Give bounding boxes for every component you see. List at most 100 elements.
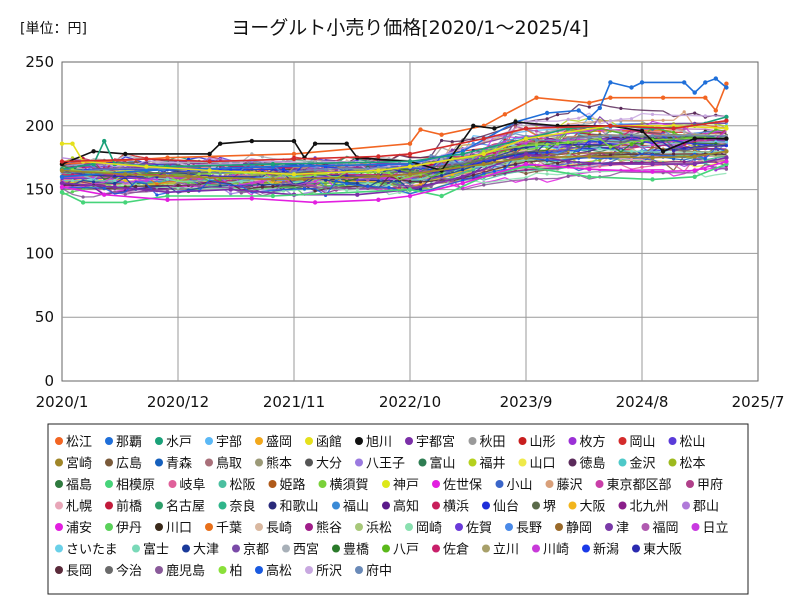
legend-item: 長岡 (55, 564, 92, 579)
series-marker (165, 193, 170, 199)
series-marker (123, 178, 127, 182)
legend-label: 函館 (316, 435, 342, 450)
series-marker (481, 151, 486, 157)
legend-item: 甲府 (686, 478, 723, 493)
legend-label: 金沢 (630, 456, 656, 472)
legend-marker (205, 523, 213, 531)
series-marker (692, 136, 697, 141)
legend-item: 静岡 (555, 521, 592, 536)
legend-marker (618, 437, 627, 445)
series-marker (207, 151, 212, 157)
series-marker (450, 172, 454, 177)
series-marker (598, 147, 602, 151)
series-marker (92, 180, 96, 184)
series-marker (682, 80, 687, 85)
y-tick-label: 150 (25, 181, 54, 199)
series-marker (629, 85, 634, 90)
legend-marker (355, 458, 363, 467)
legend-marker (618, 501, 627, 510)
series-marker (123, 192, 127, 196)
legend-label: 川口 (166, 521, 192, 536)
series-marker (460, 151, 465, 157)
series-marker (418, 127, 423, 132)
series-marker (534, 149, 539, 153)
series-marker (672, 152, 676, 156)
series-marker (313, 173, 317, 177)
legend-marker (518, 437, 527, 445)
series-marker (703, 146, 707, 151)
legend-item: 宇都宮 (405, 434, 455, 450)
series-marker (682, 146, 686, 150)
legend-label: 前橋 (116, 499, 142, 515)
series-marker (176, 186, 180, 190)
series-line-旭川 (61, 121, 727, 172)
series-marker (629, 145, 634, 149)
series-marker (629, 143, 634, 147)
legend-item: 大阪 (568, 500, 606, 515)
legend-item: 水戸 (155, 435, 192, 450)
legend-label: 福井 (480, 457, 506, 472)
x-tick-label: 2024/8 (616, 393, 669, 411)
series-marker (59, 184, 65, 190)
legend-label: 奈良 (230, 499, 256, 515)
legend-label: 富士 (143, 542, 169, 558)
legend-item: 小山 (495, 478, 533, 493)
series-marker (639, 128, 645, 134)
series-marker (513, 148, 518, 152)
series-marker (724, 159, 729, 164)
series-marker (524, 178, 528, 182)
legend-item: 堺 (532, 500, 556, 515)
series-marker (608, 123, 613, 128)
series-marker (724, 155, 729, 160)
series-marker (250, 179, 254, 183)
series-marker (302, 187, 307, 191)
legend-marker (582, 544, 590, 553)
y-tick-label: 100 (25, 244, 54, 262)
series-marker (249, 138, 254, 144)
legend-label: 岡山 (630, 435, 656, 450)
chart-title: ヨーグルト小売り価格[2020/1～2025/4] (231, 17, 589, 39)
legend-item: 大津 (182, 543, 219, 558)
legend-marker (691, 523, 700, 531)
series-marker (376, 165, 380, 169)
legend-label: 北九州 (630, 500, 669, 515)
legend-label: 郡山 (693, 500, 719, 515)
series-marker (703, 95, 708, 100)
series-marker (703, 80, 708, 85)
legend-item: 八王子 (355, 457, 405, 472)
legend-label: 長崎 (266, 521, 292, 536)
series-marker (471, 123, 476, 128)
legend-label: 所沢 (316, 564, 342, 579)
series-marker (597, 105, 602, 111)
series-marker (440, 138, 444, 143)
series-marker (418, 165, 423, 169)
series-marker (672, 130, 676, 134)
series-marker (524, 171, 528, 176)
legend-item: 徳島 (568, 457, 606, 472)
legend-item: 前橋 (105, 499, 142, 515)
series-marker (302, 184, 307, 188)
series-marker (619, 117, 623, 121)
legend-label: 大阪 (580, 500, 606, 515)
series-marker (302, 159, 307, 163)
series-marker (207, 159, 212, 164)
legend-item: 鹿児島 (155, 563, 205, 579)
series-marker (661, 118, 665, 122)
legend-item: 川口 (155, 521, 192, 536)
legend-item: 千葉 (205, 521, 242, 536)
legend-item: 津 (605, 521, 629, 536)
legend-item: 川崎 (532, 543, 569, 558)
legend-label: 相模原 (116, 478, 155, 493)
legend-item: 高松 (255, 563, 292, 579)
series-marker (587, 100, 592, 106)
legend-item: 宇部 (205, 435, 242, 450)
series-marker (281, 167, 286, 171)
legend-label: 小山 (507, 478, 533, 493)
series-marker (407, 164, 413, 169)
series-marker (566, 174, 570, 178)
legend-label: 横須賀 (330, 478, 369, 493)
series-marker (376, 179, 380, 183)
legend-marker (182, 544, 190, 553)
series-marker (313, 180, 317, 184)
series-marker (523, 155, 529, 160)
